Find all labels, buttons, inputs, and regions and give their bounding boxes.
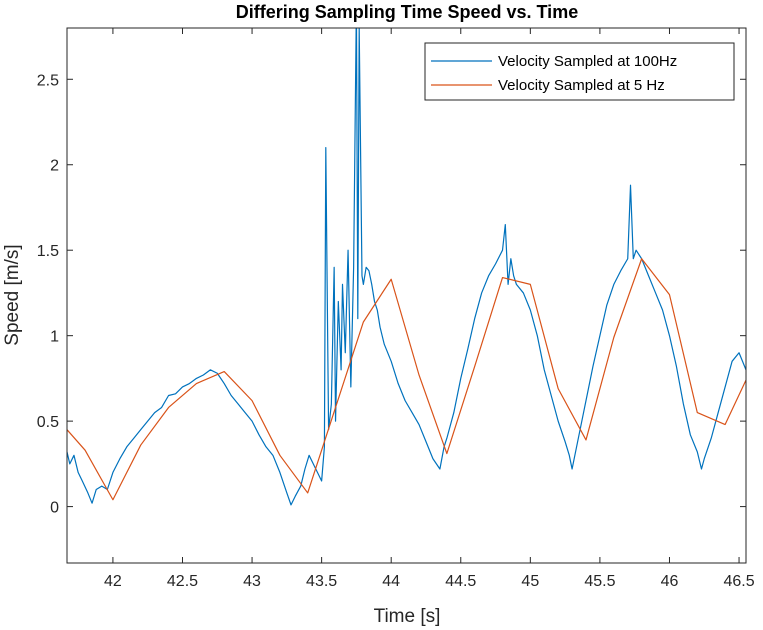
x-axis: 42 42.5 43 43.5 44 44.5 45 45.5 46 46.5 — [104, 28, 755, 590]
x-tick-label: 45 — [521, 573, 539, 590]
x-tick-label: 44.5 — [445, 573, 476, 590]
plot-frame — [66, 27, 747, 564]
x-tick-label: 43.5 — [306, 573, 337, 590]
x-tick-label: 42.5 — [167, 573, 198, 590]
y-axis: 0 0.5 1 1.5 2 2.5 — [37, 72, 746, 517]
y-axis-label: Speed [m/s] — [2, 244, 23, 345]
series-line-1 — [67, 258, 746, 501]
x-tick-label: 44 — [382, 573, 400, 590]
series-line-0 — [67, 28, 746, 506]
legend-box — [424, 42, 735, 101]
y-tick-label: 0.5 — [37, 414, 59, 431]
y-tick-label: 0 — [50, 500, 59, 517]
y-tick-label: 1.5 — [37, 243, 59, 260]
x-tick-label: 46.5 — [723, 573, 754, 590]
y-tick-label: 2 — [50, 158, 59, 175]
x-tick-label: 43 — [243, 573, 261, 590]
x-axis-label: Time [s] — [374, 606, 441, 627]
legend: Velocity Sampled at 100Hz Velocity Sampl… — [424, 42, 735, 101]
x-tick-label: 45.5 — [584, 573, 615, 590]
x-tick-label: 42 — [104, 573, 122, 590]
chart-title: Differing Sampling Time Speed vs. Time — [236, 2, 578, 22]
y-tick-label: 2.5 — [37, 72, 59, 89]
x-tick-label: 46 — [661, 573, 679, 590]
y-tick-label: 1 — [50, 329, 59, 346]
plot-area — [67, 28, 746, 563]
series-layer — [67, 28, 746, 506]
legend-label-100hz: Velocity Sampled at 100Hz — [498, 53, 677, 70]
legend-label-5hz: Velocity Sampled at 5 Hz — [498, 77, 665, 94]
